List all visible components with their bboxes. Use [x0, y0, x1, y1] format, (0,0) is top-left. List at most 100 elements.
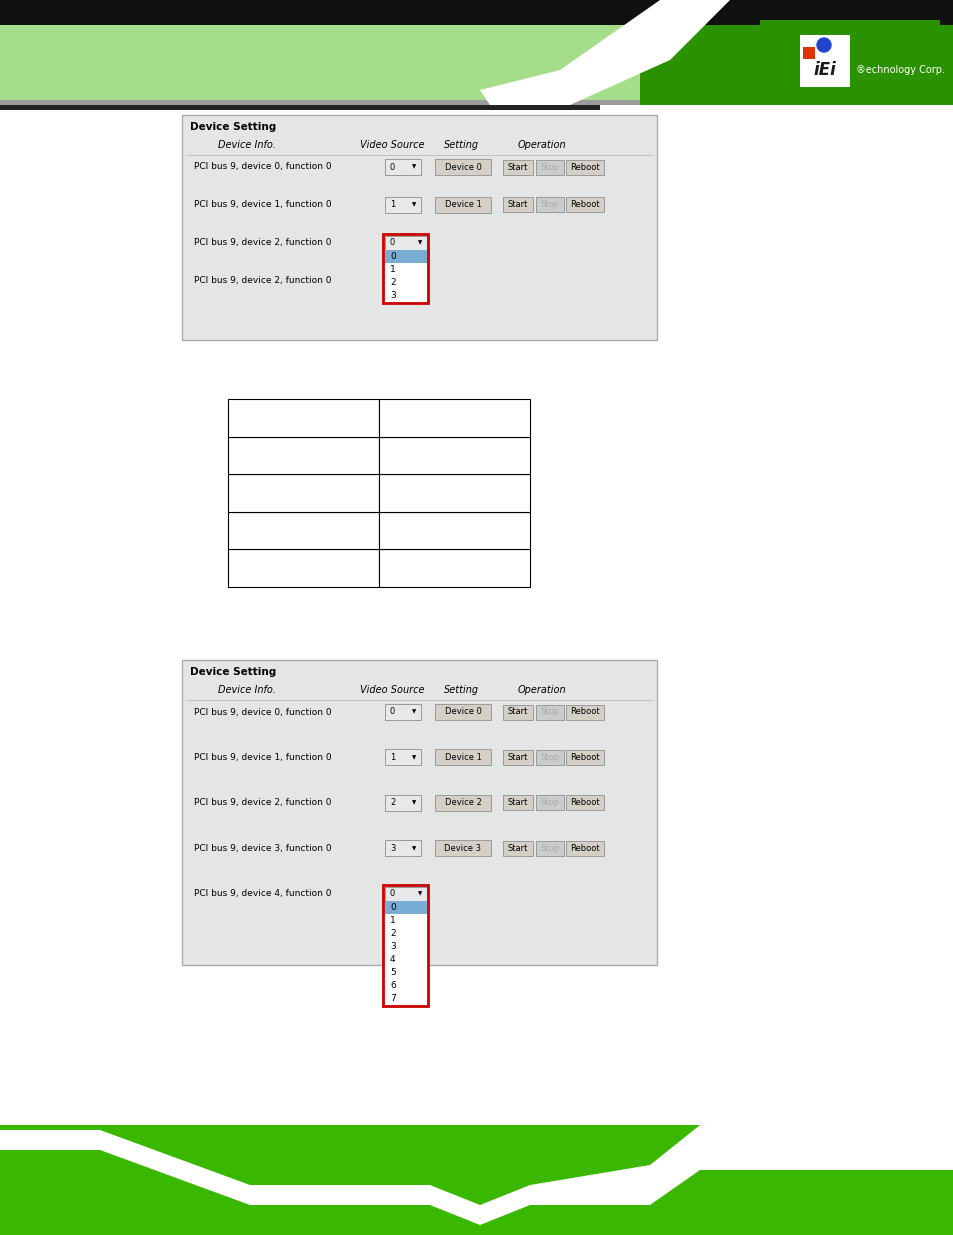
Text: Start: Start: [507, 163, 528, 172]
Text: 0: 0: [390, 903, 395, 911]
Text: Reboot: Reboot: [570, 753, 599, 762]
Bar: [502, 841, 533, 856]
Bar: [435, 159, 491, 175]
Text: ®echnology Corp.: ®echnology Corp.: [855, 65, 944, 75]
Text: PCI bus 9, device 2, function 0: PCI bus 9, device 2, function 0: [193, 275, 331, 285]
Text: 1: 1: [390, 916, 395, 925]
Text: ▼: ▼: [412, 203, 416, 207]
Text: Video Source: Video Source: [359, 140, 424, 149]
Text: ▼: ▼: [412, 164, 416, 169]
Bar: [502, 159, 533, 174]
Text: Device Setting: Device Setting: [190, 122, 276, 132]
Bar: [760, 20, 939, 95]
Text: Stop: Stop: [540, 708, 558, 716]
Bar: [182, 115, 657, 340]
Bar: [565, 704, 603, 720]
Text: 1: 1: [390, 264, 395, 274]
Text: Device 3: Device 3: [444, 844, 481, 853]
Text: PCI bus 9, device 2, function 0: PCI bus 9, device 2, function 0: [193, 238, 331, 247]
Text: Start: Start: [507, 753, 528, 762]
Text: 5: 5: [390, 968, 395, 977]
Bar: [0, 0, 639, 105]
Text: Start: Start: [507, 200, 528, 209]
Bar: [502, 750, 533, 764]
Text: Stop: Stop: [540, 844, 558, 853]
Bar: [378, 474, 530, 511]
Bar: [800, 35, 849, 86]
Bar: [228, 511, 378, 550]
Text: 0: 0: [390, 163, 395, 172]
Bar: [385, 900, 427, 914]
Text: 7: 7: [390, 994, 395, 1003]
Bar: [228, 550, 378, 587]
Text: Device Info.: Device Info.: [218, 685, 275, 695]
Bar: [0, 100, 953, 105]
Bar: [565, 750, 603, 764]
Text: Setting: Setting: [444, 685, 479, 695]
Bar: [228, 399, 378, 437]
Text: ▼: ▼: [417, 892, 421, 897]
Text: Reboot: Reboot: [570, 163, 599, 172]
Text: PCI bus 9, device 1, function 0: PCI bus 9, device 1, function 0: [193, 200, 332, 209]
Text: Device Setting: Device Setting: [190, 667, 276, 677]
Text: ▼: ▼: [412, 755, 416, 760]
Bar: [385, 887, 427, 900]
Text: Start: Start: [507, 798, 528, 808]
Text: Reboot: Reboot: [570, 708, 599, 716]
Text: ▼: ▼: [412, 800, 416, 805]
Text: 4: 4: [390, 955, 395, 963]
Bar: [502, 795, 533, 810]
Bar: [385, 196, 420, 212]
Text: Reboot: Reboot: [570, 798, 599, 808]
Text: Stop: Stop: [540, 163, 558, 172]
Bar: [435, 196, 491, 212]
Bar: [435, 704, 491, 720]
Bar: [378, 437, 530, 474]
Bar: [536, 795, 563, 810]
Text: Device Info.: Device Info.: [218, 140, 275, 149]
Bar: [639, 0, 953, 105]
Text: Stop: Stop: [540, 798, 558, 808]
Bar: [385, 795, 420, 811]
Text: ▼: ▼: [417, 240, 421, 245]
Text: Reboot: Reboot: [570, 200, 599, 209]
Bar: [385, 249, 427, 301]
Text: 2: 2: [390, 798, 395, 808]
Polygon shape: [479, 0, 729, 105]
Text: Stop: Stop: [540, 200, 558, 209]
Text: Video Source: Video Source: [359, 685, 424, 695]
Bar: [378, 399, 530, 437]
Text: PCI bus 9, device 3, function 0: PCI bus 9, device 3, function 0: [193, 844, 332, 853]
Text: Device 1: Device 1: [444, 753, 481, 762]
Bar: [435, 750, 491, 766]
Bar: [565, 198, 603, 212]
Text: 0: 0: [390, 889, 395, 898]
Text: Start: Start: [507, 708, 528, 716]
Text: Reboot: Reboot: [570, 844, 599, 853]
Bar: [565, 841, 603, 856]
Bar: [565, 795, 603, 810]
Bar: [385, 236, 427, 249]
Text: Device 0: Device 0: [444, 708, 481, 716]
Text: 1: 1: [390, 200, 395, 209]
Text: ▼: ▼: [412, 846, 416, 851]
Text: 3: 3: [390, 942, 395, 951]
Bar: [385, 159, 420, 175]
Text: Operation: Operation: [517, 140, 566, 149]
Text: Operation: Operation: [517, 685, 566, 695]
Bar: [385, 750, 420, 766]
Bar: [385, 840, 420, 856]
Bar: [0, 103, 599, 110]
Text: 6: 6: [390, 981, 395, 989]
Text: PCI bus 9, device 1, function 0: PCI bus 9, device 1, function 0: [193, 753, 332, 762]
Circle shape: [816, 38, 830, 52]
Text: Start: Start: [507, 844, 528, 853]
Bar: [536, 159, 563, 174]
Text: Setting: Setting: [444, 140, 479, 149]
Bar: [502, 704, 533, 720]
Text: 2: 2: [390, 929, 395, 937]
Text: iEi: iEi: [813, 61, 836, 79]
Bar: [0, 0, 953, 105]
Text: ▼: ▼: [412, 709, 416, 715]
Text: PCI bus 9, device 0, function 0: PCI bus 9, device 0, function 0: [193, 708, 332, 716]
